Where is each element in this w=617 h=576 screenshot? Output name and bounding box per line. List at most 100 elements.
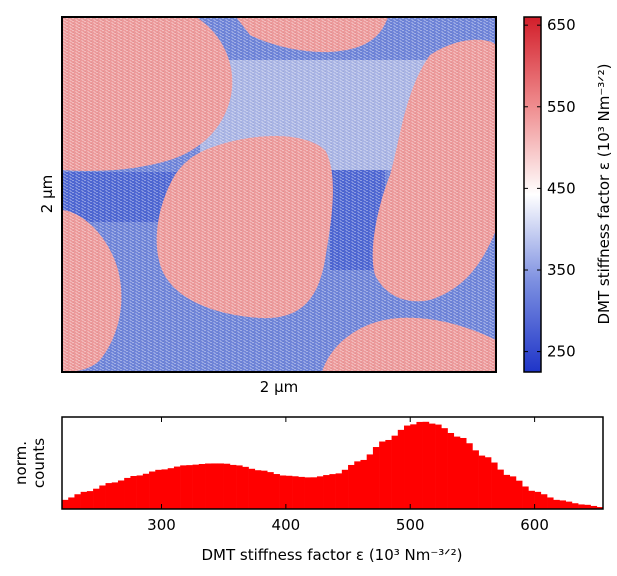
colorbar: 250 350 450 550 650: [523, 16, 576, 373]
colorbar-tick-label-450: 450: [547, 179, 576, 197]
hist-bar-76: [534, 491, 542, 509]
hist-bar-12: [136, 475, 144, 509]
hist-bar-4: [86, 491, 94, 509]
hist-bar-56: [410, 424, 417, 509]
hist-bar-58: [422, 421, 430, 509]
map-xlabel: 2 μm: [260, 378, 298, 396]
hist-bar-26: [223, 463, 231, 509]
hist-bar-72: [509, 476, 517, 509]
map-ylabel: 2 μm: [38, 175, 56, 213]
hist-bar-63: [453, 436, 461, 509]
hist-bar-11: [130, 476, 137, 509]
hist-bar-83: [578, 504, 585, 509]
hist-bar-39: [304, 477, 312, 509]
hist-xlabel: DMT stiffness factor ε (10³ Nm⁻³ᐟ²): [201, 546, 462, 564]
hist-bar-16: [161, 469, 169, 509]
hist-tick-label-600: 600: [520, 516, 549, 534]
hist-bar-45: [341, 469, 349, 509]
histogram: 300 400 500 600: [61, 416, 604, 534]
hist-bar-8: [111, 482, 119, 509]
hist-bar-47: [354, 461, 361, 509]
hist-bar-3: [80, 491, 88, 509]
hist-bar-81: [565, 501, 573, 509]
hist-bar-41: [316, 476, 324, 509]
hist-bar-44: [335, 473, 343, 509]
hist-bar-68: [484, 457, 492, 509]
hist-tick-label-400: 400: [272, 516, 301, 534]
hist-bar-50: [372, 447, 380, 509]
hist-bar-48: [360, 459, 368, 509]
hist-bar-33: [267, 472, 274, 509]
hist-bar-19: [180, 465, 187, 509]
colorbar-ticks: 250 350 450 550 650: [524, 16, 576, 361]
hist-bar-42: [323, 475, 330, 509]
hist-bar-14: [149, 471, 156, 509]
hist-bar-49: [366, 454, 374, 509]
hist-bar-55: [404, 425, 411, 509]
hist-bar-22: [198, 463, 206, 509]
hist-bar-40: [310, 477, 318, 509]
hist-bar-74: [522, 486, 529, 509]
hist-bar-29: [242, 466, 249, 509]
hist-bar-86: [596, 507, 604, 509]
hist-bar-78: [547, 497, 554, 509]
colorbar-tick-label-350: 350: [547, 261, 576, 279]
stiffness-map: [62, 17, 496, 372]
hist-bar-28: [236, 465, 243, 509]
hist-bar-32: [260, 470, 268, 509]
colorbar-tick-label-550: 550: [547, 98, 576, 116]
map-frame: [61, 16, 497, 373]
hist-bar-13: [142, 473, 150, 509]
colorbar-label: DMT stiffness factor ε (10³ Nm⁻³ᐟ²): [595, 63, 613, 324]
hist-bar-60: [435, 424, 442, 509]
hist-bar-67: [478, 455, 486, 509]
hist-bar-51: [379, 441, 386, 509]
hist-bar-36: [285, 475, 293, 509]
hist-bar-30: [248, 468, 256, 509]
hist-bar-38: [298, 476, 305, 509]
hist-bar-34: [273, 474, 280, 509]
hist-bar-85: [590, 505, 598, 509]
hist-bar-54: [397, 429, 405, 509]
hist-ylabel-line1: norm.: [12, 441, 30, 485]
colorbar-tick-label-650: 650: [547, 16, 576, 34]
hist-bar-7: [105, 483, 113, 509]
hist-bar-84: [584, 504, 591, 509]
hist-bar-46: [348, 464, 355, 509]
hist-ylabel-line2: counts: [30, 438, 48, 488]
histogram-frame: [61, 416, 604, 510]
hist-bar-24: [211, 463, 218, 509]
hist-bar-61: [441, 428, 448, 509]
hist-bar-5: [93, 488, 100, 509]
hist-bar-20: [186, 465, 193, 509]
hist-bar-10: [124, 477, 131, 509]
colorbar-gradient: [523, 16, 542, 373]
hist-bar-9: [117, 480, 125, 509]
hist-bar-43: [329, 474, 336, 509]
hist-bar-65: [466, 443, 473, 509]
hist-bar-27: [229, 464, 237, 509]
hist-bar-37: [292, 476, 299, 509]
map-noise-texture: [62, 17, 496, 372]
hist-bar-15: [155, 469, 162, 509]
hist-tick-label-300: 300: [147, 516, 176, 534]
hist-bar-21: [192, 464, 200, 509]
hist-bar-82: [571, 503, 579, 509]
hist-bar-31: [254, 470, 262, 509]
hist-bar-6: [99, 485, 106, 509]
hist-bar-64: [459, 437, 467, 509]
hist-bar-62: [447, 432, 455, 509]
hist-bar-70: [497, 469, 504, 509]
hist-bar-80: [559, 500, 566, 509]
histogram-area: [62, 421, 604, 509]
hist-bar-1: [68, 497, 75, 509]
hist-bar-17: [167, 468, 175, 509]
hist-bar-59: [428, 423, 436, 509]
hist-bar-35: [279, 475, 287, 509]
hist-bar-0: [62, 499, 69, 509]
hist-tick-label-500: 500: [396, 516, 425, 534]
hist-bar-73: [515, 480, 523, 509]
hist-bar-79: [553, 499, 560, 509]
hist-bar-69: [491, 462, 498, 509]
